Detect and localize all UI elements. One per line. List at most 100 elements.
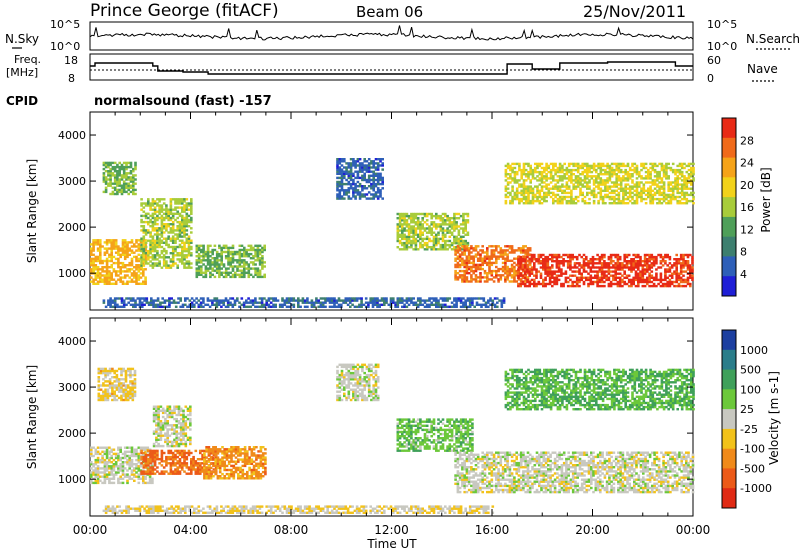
power-cell [519, 284, 522, 288]
power-cell [176, 227, 179, 230]
power-cell [504, 168, 508, 172]
power-cell [227, 261, 230, 264]
power-cell [633, 166, 637, 170]
power-cell [660, 185, 664, 188]
power-cell [439, 223, 443, 226]
power-cell [515, 173, 519, 176]
power-cell [278, 305, 282, 308]
power-cell [292, 303, 296, 306]
power-cell [676, 199, 679, 203]
power-cell [193, 303, 196, 306]
power-cell [90, 257, 93, 261]
power-cell [158, 254, 161, 257]
velocity-cell [90, 454, 93, 458]
power-cell [555, 258, 559, 261]
power-cell [547, 170, 551, 174]
power-cell [518, 164, 521, 168]
power-cell [283, 301, 287, 304]
power-cell [197, 267, 201, 270]
power-cell [425, 303, 429, 306]
power-cell [566, 284, 570, 288]
power-cell [160, 225, 164, 228]
power-cell [151, 262, 155, 265]
power-cell [92, 257, 95, 261]
power-cell [453, 221, 456, 224]
power-cell [539, 266, 543, 269]
power-cell [504, 276, 507, 279]
power-cell [160, 214, 164, 218]
power-cell [142, 272, 145, 275]
power-cell [218, 259, 221, 262]
power-cell [490, 257, 494, 260]
power-cell [410, 212, 413, 216]
velocity-cell [96, 477, 100, 480]
power-cell [682, 262, 685, 265]
power-cell [612, 264, 615, 267]
power-cell [199, 297, 203, 300]
power-cell [274, 303, 277, 306]
power-cell [372, 164, 375, 167]
power-cell [527, 164, 530, 168]
power-cell [638, 170, 641, 174]
power-cell [523, 284, 527, 288]
power-cell [658, 191, 661, 195]
power-cell [414, 239, 418, 243]
power-cell [686, 255, 690, 259]
power-cell [439, 297, 443, 300]
power-cell [142, 247, 146, 251]
power-cell [144, 268, 147, 271]
power-cell [474, 263, 478, 267]
power-cell [140, 249, 143, 253]
power-cell [538, 162, 542, 166]
power-cell [133, 266, 136, 269]
power-cell [637, 282, 640, 286]
power-cell [510, 249, 514, 252]
power-cell [678, 183, 682, 186]
power-cell [94, 257, 98, 261]
power-cell [637, 262, 640, 265]
power-cell [167, 216, 170, 220]
power-cell [376, 305, 379, 308]
power-cell [684, 260, 688, 263]
power-cell [644, 189, 648, 192]
power-cell [190, 252, 193, 255]
power-cell [560, 274, 563, 277]
power-cell [622, 164, 625, 168]
power-cell [632, 278, 635, 282]
power-cell [531, 195, 535, 199]
power-cell [456, 278, 460, 281]
power-cell [613, 168, 616, 172]
power-cell [151, 214, 155, 218]
velocity-cell [94, 475, 98, 478]
power-cell [125, 172, 128, 175]
power-cell [167, 231, 170, 234]
power-cell [218, 269, 221, 272]
power-cell [183, 218, 186, 222]
power-cell [558, 179, 562, 182]
power-cell [517, 282, 520, 286]
power-cell [140, 225, 143, 228]
power-cell [206, 250, 210, 254]
power-cell [372, 162, 375, 165]
power-cell [586, 187, 589, 190]
power-cell [692, 179, 695, 182]
power-cell [596, 266, 599, 269]
power-cell [347, 180, 351, 184]
power-cell [185, 247, 189, 251]
power-cell [349, 170, 353, 173]
power-cell [648, 264, 651, 267]
power-cell [165, 262, 168, 265]
power-cell [396, 231, 400, 234]
power-cell [338, 195, 342, 198]
power-cell [531, 170, 535, 174]
power-cell [571, 255, 574, 259]
power-cell [138, 301, 142, 304]
power-cell [601, 202, 605, 205]
power-cell [123, 249, 127, 252]
power-cell [630, 262, 633, 265]
power-cell [403, 221, 406, 224]
power-cell [102, 190, 106, 194]
power-cell [647, 170, 650, 174]
power-cell [679, 278, 683, 282]
